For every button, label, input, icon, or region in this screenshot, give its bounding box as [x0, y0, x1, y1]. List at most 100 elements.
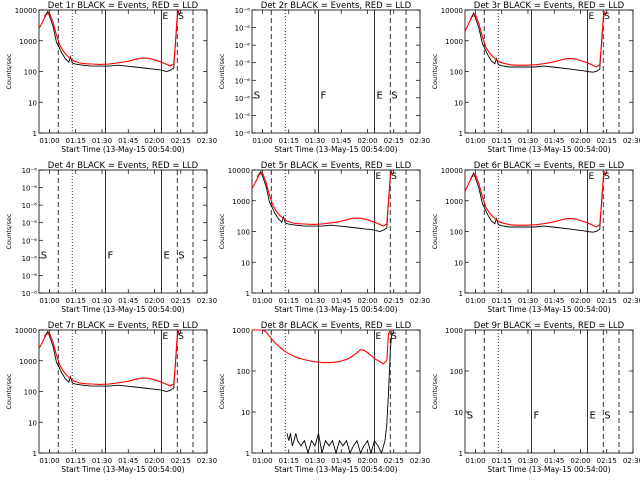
y-tick-label: 100: [450, 368, 463, 376]
plot-frame: [251, 329, 421, 454]
x-tick-label: 01:45: [331, 297, 351, 305]
y-tick-label: 10: [454, 259, 463, 267]
marker-label-s2: S: [178, 332, 184, 342]
marker-label-s: S: [41, 251, 47, 262]
y-tick-label: 1: [246, 450, 250, 458]
y-tick-label: 100: [450, 229, 463, 237]
x-tick-label: 02:00: [570, 457, 590, 465]
x-tick-label: 01:45: [331, 137, 351, 145]
panel-det-6: Det 6r BLACK = Events, RED = LLD 1 10 100 10…: [431, 161, 640, 314]
y-tick-label: 100: [450, 69, 463, 77]
series-lld-line: [251, 169, 393, 227]
x-tick-label: 02:00: [357, 297, 377, 305]
y-tick-label: 10⁻⁶: [235, 25, 251, 33]
series-events-line: [469, 11, 606, 73]
panel-det-3: Det 3r BLACK = Events, RED = LLD 1 10 100 10…: [431, 1, 640, 154]
y-tick-label: 10: [241, 409, 250, 417]
y-axis-label: Counts/sec: [218, 373, 226, 409]
x-tick-label: 02:30: [623, 297, 640, 305]
x-tick-label: 01:00: [252, 297, 272, 305]
x-tick-label: 01:30: [305, 297, 325, 305]
series-lld-line: [252, 329, 392, 365]
y-tick-label: 10000: [441, 167, 463, 175]
marker-label-e: E: [589, 12, 595, 22]
x-tick-label: 02:15: [597, 297, 617, 305]
panel-det-4: Det 4r BLACK = Events, RED = LLD 10⁻⁶ 10⁻⁶…: [5, 161, 217, 314]
x-tick-label: 02:15: [384, 457, 404, 465]
marker-label-e: E: [590, 411, 596, 422]
x-tick-label: 01:30: [92, 297, 112, 305]
x-tick-label: 02:15: [597, 457, 617, 465]
marker-label-f: F: [108, 251, 114, 262]
plot-frame: [464, 329, 634, 454]
x-tick-label: 01:00: [252, 137, 272, 145]
y-tick-label: 100: [24, 69, 37, 77]
panel-det-9: Det 9r BLACK = Events, RED = LLD 1 10 100 10…: [431, 321, 640, 474]
x-tick-label: 02:15: [384, 297, 404, 305]
x-tick-label: 01:45: [544, 457, 564, 465]
marker-label-s2: S: [178, 12, 184, 22]
y-tick-label: 10000: [228, 167, 250, 175]
y-tick-label: 10⁻⁶: [235, 130, 251, 138]
x-axis-label: Start Time (13-May-15 00:54:00): [487, 305, 610, 314]
plot-frame: [464, 9, 634, 134]
y-tick-label: 100: [237, 368, 250, 376]
x-tick-label: 02:30: [410, 297, 430, 305]
x-tick-label: 02:30: [410, 137, 430, 145]
y-tick-label: 10⁻⁶: [235, 95, 251, 103]
x-tick-label: 01:45: [118, 137, 138, 145]
x-tick-label: 02:00: [357, 137, 377, 145]
y-tick-label: 10: [28, 419, 37, 427]
marker-label-f: F: [534, 411, 540, 422]
y-tick-label: 10⁻⁶: [22, 185, 38, 193]
y-tick-label: 1000: [445, 38, 463, 46]
y-tick-label: 1000: [445, 198, 463, 206]
marker-label-s2: S: [391, 172, 397, 182]
x-tick-label: 02:15: [384, 137, 404, 145]
x-tick-label: 02:00: [570, 297, 590, 305]
x-axis-label: Start Time (13-May-15 00:54:00): [274, 305, 397, 314]
x-tick-label: 02:30: [197, 457, 217, 465]
y-axis-label: Counts/sec: [5, 213, 13, 249]
marker-label-s: S: [467, 411, 473, 422]
x-tick-label: 02:00: [144, 297, 164, 305]
x-axis-label: Start Time (13-May-15 00:54:00): [61, 465, 184, 474]
x-tick-label: 01:00: [465, 457, 485, 465]
x-tick-label: 01:15: [279, 457, 299, 465]
y-tick-label: 10⁻⁶: [235, 112, 251, 120]
x-tick-label: 02:30: [197, 297, 217, 305]
y-tick-label: 10⁻⁶: [235, 60, 251, 68]
x-tick-label: 01:15: [492, 457, 512, 465]
x-tick-label: 02:30: [623, 137, 640, 145]
y-tick-label: 10⁻⁶: [22, 167, 38, 175]
panel-title: Det 1r BLACK = Events, RED = LLD: [48, 1, 199, 11]
series-events-line: [43, 10, 180, 72]
marker-label-s: S: [254, 91, 260, 102]
x-tick-label: 01:00: [252, 457, 272, 465]
x-tick-label: 01:15: [492, 137, 512, 145]
x-tick-label: 01:30: [518, 297, 538, 305]
y-axis-label: Counts/sec: [431, 373, 439, 409]
marker-label-e: E: [163, 332, 169, 342]
series-lld-line: [464, 171, 606, 228]
panel-title: Det 8r BLACK = Events, RED = LLD: [261, 321, 412, 331]
x-tick-label: 01:30: [92, 137, 112, 145]
panel-title: Det 6r BLACK = Events, RED = LLD: [474, 161, 625, 171]
y-axis-label: Counts/sec: [431, 213, 439, 249]
y-tick-label: 10: [241, 259, 250, 267]
y-tick-label: 10⁻⁶: [22, 220, 38, 228]
marker-label-e: E: [589, 172, 595, 182]
panel-title: Det 9r BLACK = Events, RED = LLD: [474, 321, 625, 331]
series-lld-line: [464, 11, 606, 68]
x-axis-label: Start Time (13-May-15 00:54:00): [487, 465, 610, 474]
y-tick-label: 10: [454, 99, 463, 107]
panel-det-8: Det 8r BLACK = Events, RED = LLD 1 10 100 10…: [218, 321, 430, 474]
plot-frame: [251, 169, 421, 294]
x-tick-label: 01:00: [39, 457, 59, 465]
y-tick-label: 10⁻⁶: [22, 272, 38, 280]
plot-frame: [38, 329, 208, 454]
series-lld-line: [38, 329, 180, 387]
panel-det-5: Det 5r BLACK = Events, RED = LLD 1 10 100 10…: [218, 161, 430, 314]
y-axis-label: Counts/sec: [5, 373, 13, 409]
y-tick-label: 1: [459, 290, 463, 298]
